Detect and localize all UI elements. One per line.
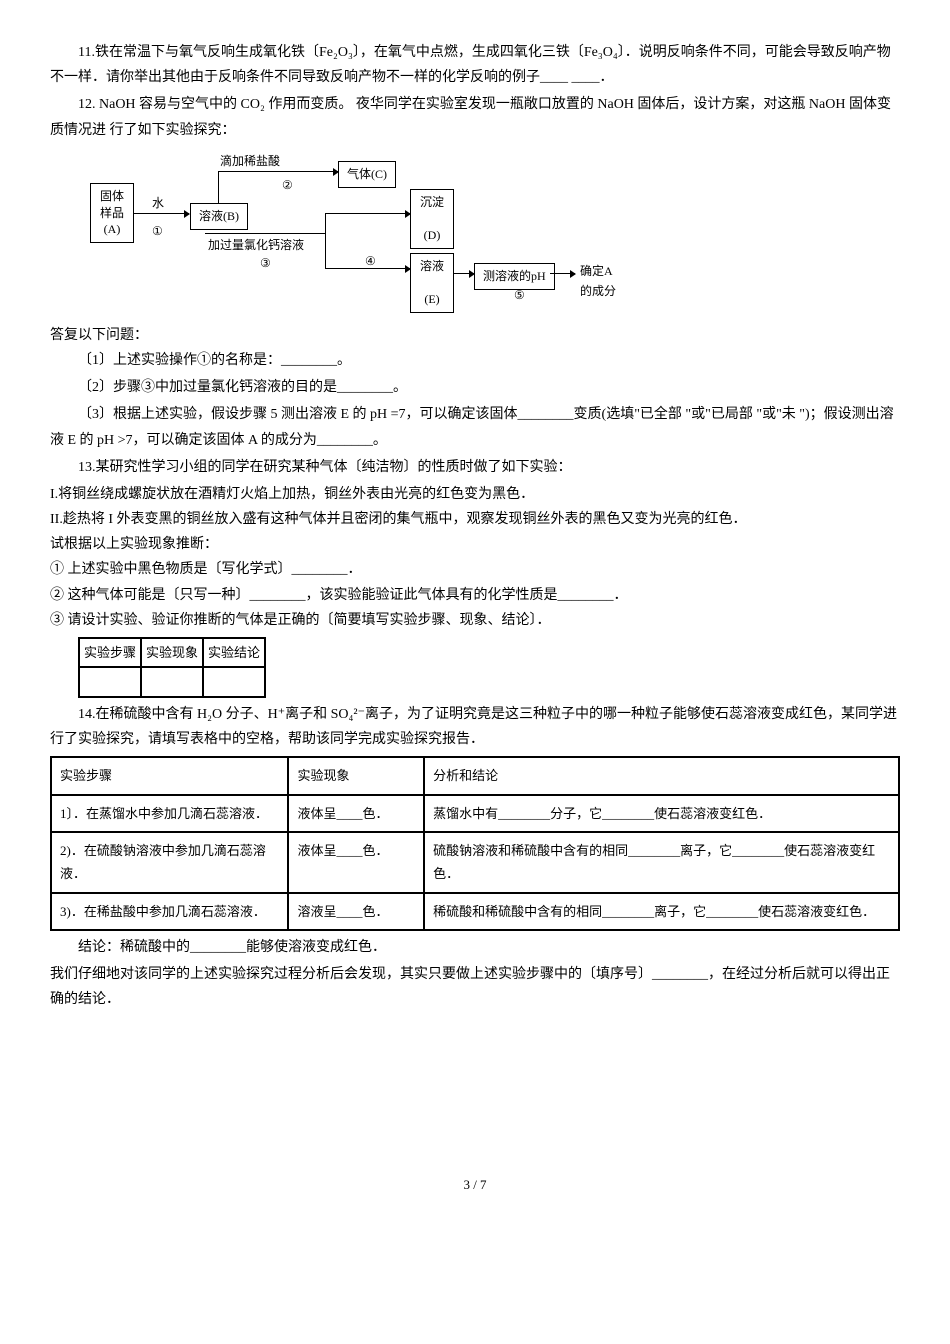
- flow-diagram: 固体 样品 (A) 水 ① 溶液(B) 滴加稀盐酸 ② 气体(C) 加过量氯化钙…: [90, 153, 900, 313]
- diagram-box-c: 气体(C): [338, 161, 396, 188]
- diagram-box-d: 沉淀 (D): [410, 189, 454, 249]
- header-phenomenon: 实验现象: [141, 638, 203, 667]
- answer-prompt: 答复以下问题：: [50, 323, 900, 348]
- label-cacl2: 加过量氯化钙溶液: [208, 235, 304, 257]
- label-circle-5: ⑤: [514, 285, 525, 307]
- q14-row2-step: 2)．在硫酸钠溶液中参加几滴石蕊溶液．: [51, 832, 288, 893]
- label-confirm-a: 确定A: [580, 261, 613, 283]
- q14-header-conclusion: 分析和结论: [424, 757, 899, 794]
- q13-sub1: ① 上述实验中黑色物质是〔写化学式〕________．: [50, 557, 900, 582]
- label-circle-4: ④: [365, 251, 376, 273]
- label-circle-1: ①: [152, 221, 163, 243]
- box-a-text: 固体 样品 (A): [100, 189, 124, 237]
- q12-sub2: 〔2〕步骤③中加过量氯化钙溶液的目的是________。: [50, 375, 900, 400]
- diagram-box-e: 溶液 (E): [410, 253, 454, 313]
- box-e-text: 溶液 (E): [420, 259, 444, 307]
- q14-followup: 我们仔细地对该同学的上述实验探究过程分析后会发现，其实只要做上述实验步骤中的〔填…: [50, 962, 900, 1012]
- table-empty-row: [79, 667, 265, 696]
- arrow-4a: [325, 213, 410, 214]
- header-step: 实验步骤: [79, 638, 141, 667]
- empty-cell: [203, 667, 265, 696]
- page-number: 3 / 7: [50, 1173, 900, 1196]
- arrow-5: [454, 273, 474, 274]
- q14-row2-phenomenon: 液体呈____色．: [288, 832, 424, 893]
- empty-cell: [79, 667, 141, 696]
- q14-table: 实验步骤 实验现象 分析和结论 1〕．在蒸馏水中参加几滴石蕊溶液． 液体呈___…: [50, 756, 900, 931]
- label-circle-2: ②: [282, 175, 293, 197]
- label-hcl: 滴加稀盐酸: [220, 151, 280, 173]
- question-11: 11.铁在常温下与氧气反响生成氧化铁〔Fe₂O₃〕，在氧气中点燃，生成四氧化三铁…: [50, 40, 900, 90]
- q14-row1-phenomenon: 液体呈____色．: [288, 795, 424, 832]
- q12-sub3: 〔3〕根据上述实验，假设步骤 5 测出溶液 E 的 pH =7，可以确定该固体_…: [50, 402, 900, 452]
- q14-conclusion: 结论：稀硫酸中的________能够使溶液变成红色．: [50, 935, 900, 960]
- q14-header-row: 实验步骤 实验现象 分析和结论: [51, 757, 899, 794]
- q14-row-2: 2)．在硫酸钠溶液中参加几滴石蕊溶液． 液体呈____色． 硫酸钠溶液和稀硫酸中…: [51, 832, 899, 893]
- q14-row-1: 1〕．在蒸馏水中参加几滴石蕊溶液． 液体呈____色． 蒸馏水中有_______…: [51, 795, 899, 832]
- arrow-6: [550, 273, 575, 274]
- arrow-2: [248, 171, 338, 172]
- q13-step-ii: II.趁热将 I 外表变黑的铜丝放入盛有这种气体并且密闭的集气瓶中，观察发现铜丝…: [50, 507, 900, 532]
- diagram-box-a: 固体 样品 (A): [90, 183, 134, 243]
- diagram-box-b: 溶液(B): [190, 203, 248, 230]
- arrow-1: [134, 213, 189, 214]
- q14-row3-step: 3)．在稀盐酸中参加几滴石蕊溶液．: [51, 893, 288, 930]
- q14-row2-conclusion: 硫酸钠溶液和稀硫酸中含有的相同________离子，它________使石蕊溶液…: [424, 832, 899, 893]
- q14-header-step: 实验步骤: [51, 757, 288, 794]
- q14-intro: 14.在稀硫酸中含有 H₂O 分子、H⁺离子和 SO₄²⁻离子，为了证明究竟是这…: [50, 702, 900, 752]
- q14-row1-conclusion: 蒸馏水中有________分子，它________使石蕊溶液变红色．: [424, 795, 899, 832]
- box-d-text: 沉淀 (D): [420, 195, 444, 243]
- label-circle-3: ③: [260, 253, 271, 275]
- q13-prompt: 试根据以上实验现象推断：: [50, 532, 900, 557]
- table-header-row: 实验步骤 实验现象 实验结论: [79, 638, 265, 667]
- q14-header-phenomenon: 实验现象: [288, 757, 424, 794]
- header-conclusion: 实验结论: [203, 638, 265, 667]
- q14-row-3: 3)．在稀盐酸中参加几滴石蕊溶液． 溶液呈____色． 稀硫酸和稀硫酸中含有的相…: [51, 893, 899, 930]
- q13-step-i: I.将铜丝绕成螺旋状放在酒精灯火焰上加热，铜丝外表由光亮的红色变为黑色．: [50, 482, 900, 507]
- q13-table: 实验步骤 实验现象 实验结论: [78, 637, 266, 698]
- q14-row1-step: 1〕．在蒸馏水中参加几滴石蕊溶液．: [51, 795, 288, 832]
- q12-sub1: 〔1〕上述实验操作①的名称是：________。: [50, 348, 900, 373]
- label-composition: 的成分: [580, 281, 616, 303]
- question-12-intro: 12. NaOH 容易与空气中的 CO₂ 作用而变质。 夜华同学在实验室发现一瓶…: [50, 92, 900, 142]
- q14-row3-conclusion: 稀硫酸和稀硫酸中含有的相同________离子，它________使石蕊溶液变红…: [424, 893, 899, 930]
- q13-intro: 13.某研究性学习小组的同学在研究某种气体〔纯洁物〕的性质时做了如下实验：: [50, 455, 900, 480]
- label-water: 水: [152, 193, 164, 215]
- q13-sub3: ③ 请设计实验、验证你推断的气体是正确的〔简要填写实验步骤、现象、结论〕．: [50, 608, 900, 633]
- q14-row3-phenomenon: 溶液呈____色．: [288, 893, 424, 930]
- q13-sub2: ② 这种气体可能是〔只写一种〕________，该实验能验证此气体具有的化学性质…: [50, 583, 900, 608]
- empty-cell: [141, 667, 203, 696]
